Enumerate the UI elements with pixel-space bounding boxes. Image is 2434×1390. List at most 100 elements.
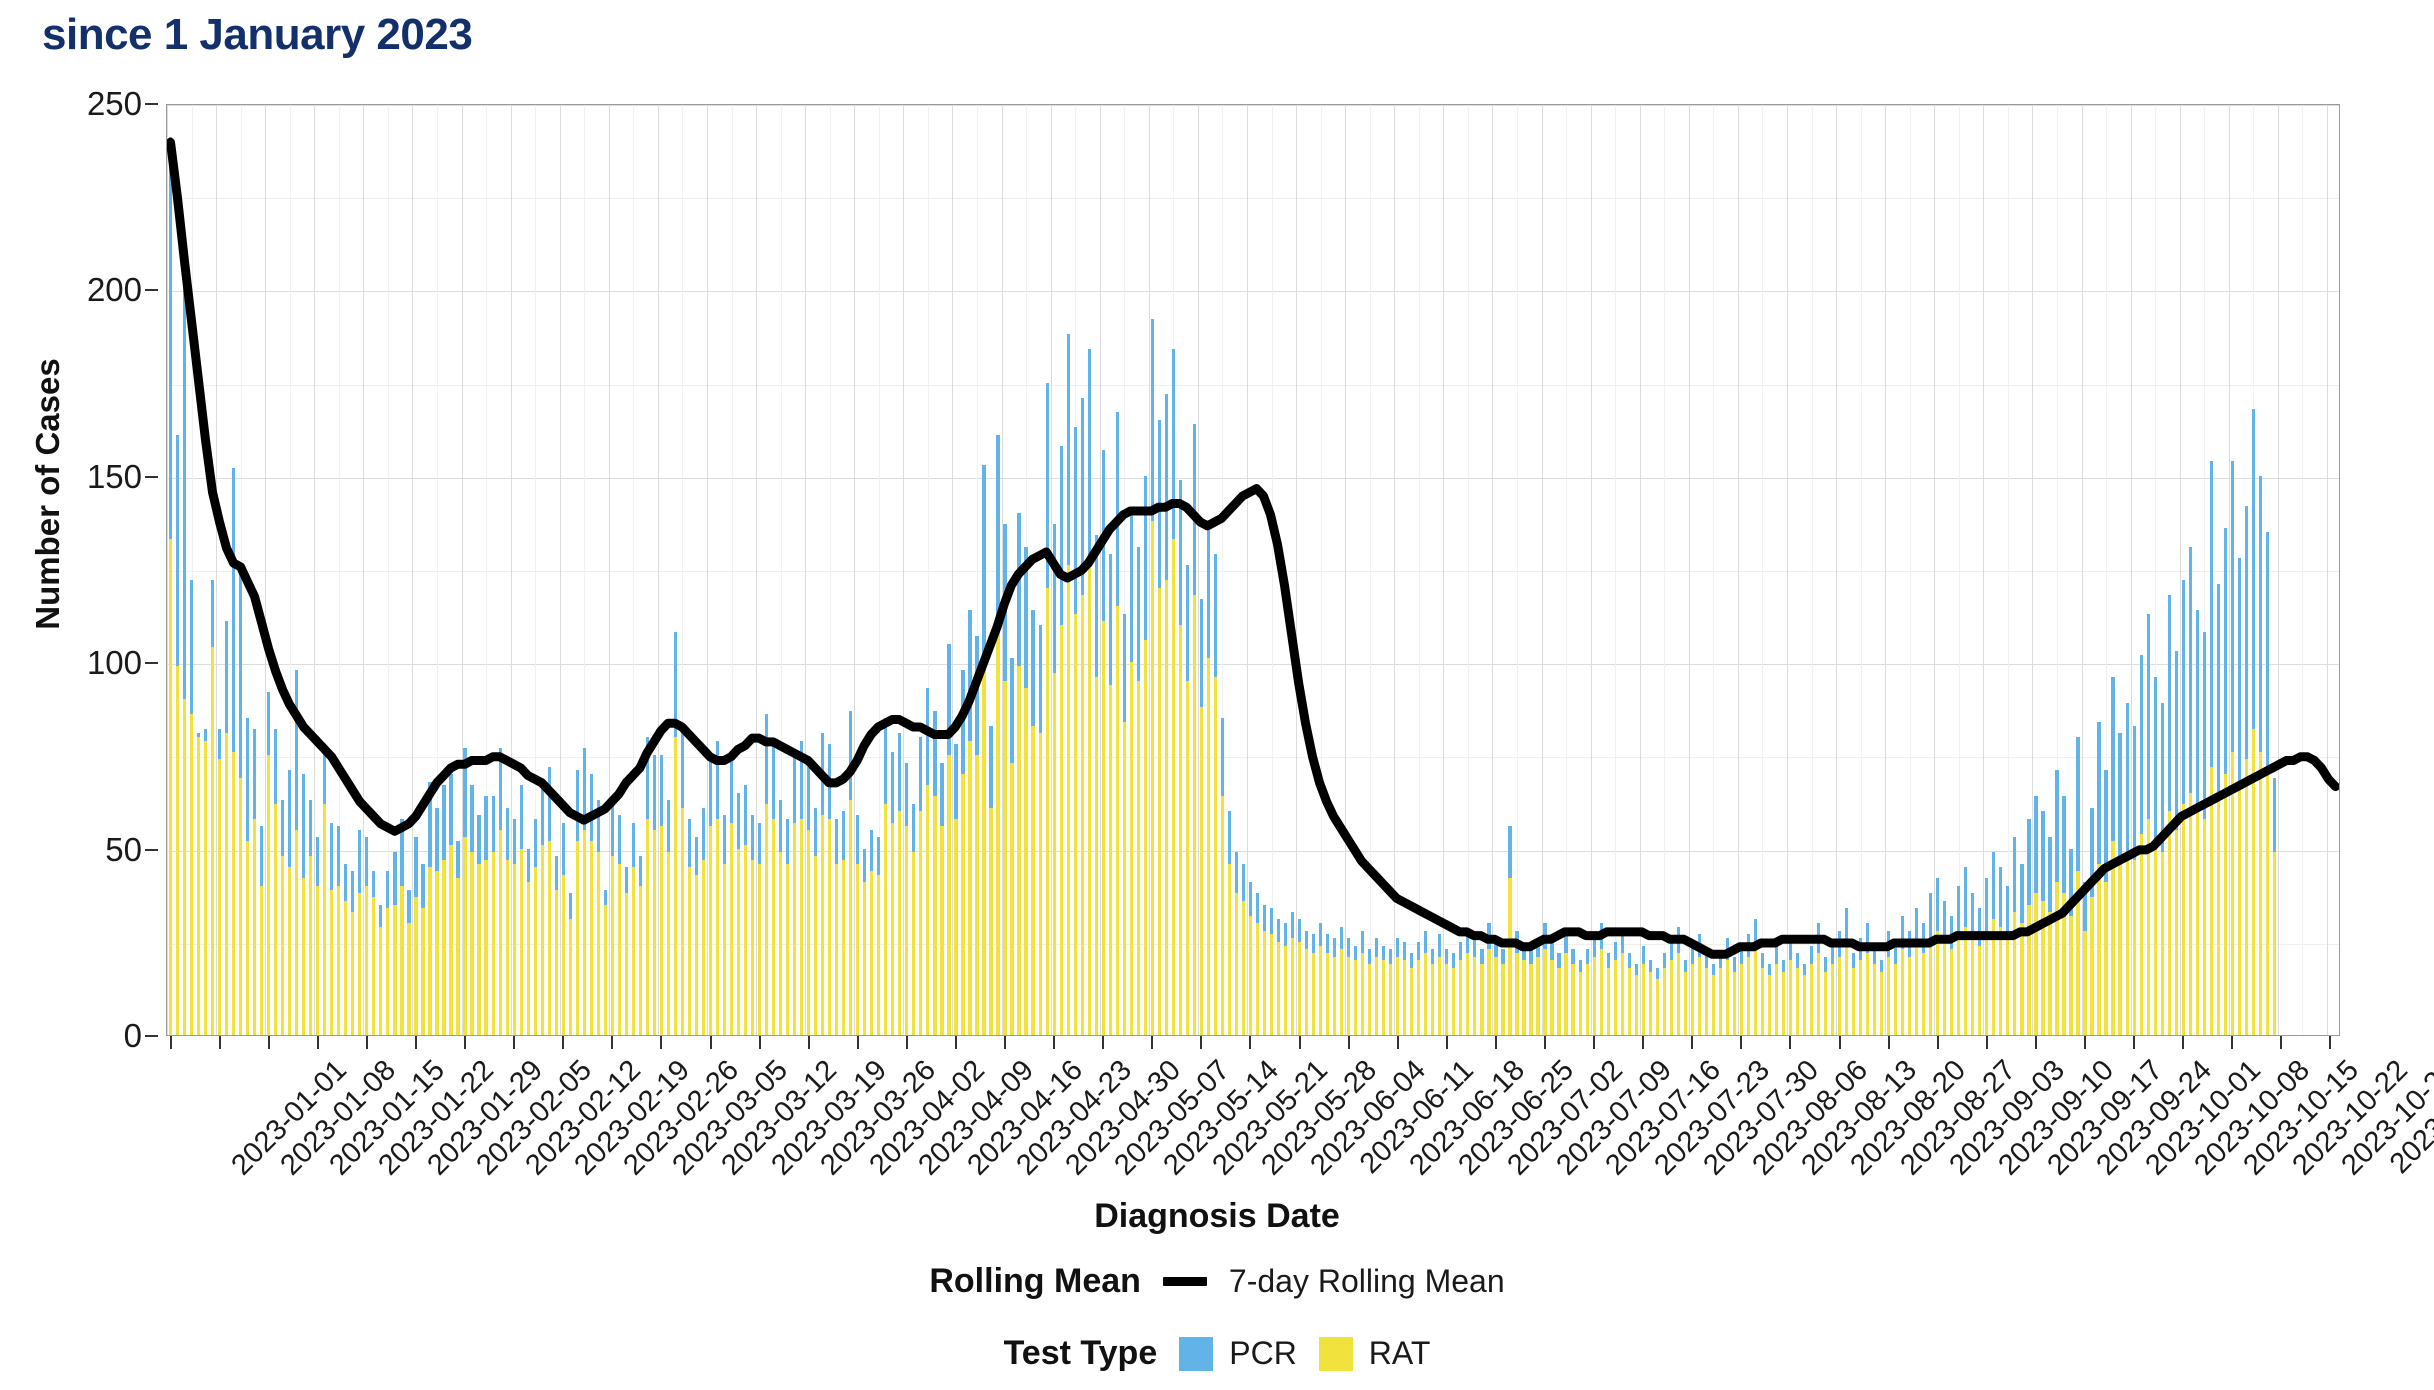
bar-segment-rat: [1704, 967, 1708, 1035]
bar-column: [1739, 945, 1743, 1035]
bar-column: [1725, 938, 1729, 1035]
bar-segment-pcr: [708, 759, 713, 827]
bar-column: [274, 729, 278, 1035]
bar-segment-rat: [1389, 964, 1393, 1035]
bar-segment-pcr: [225, 621, 229, 734]
bar-segment-pcr: [316, 837, 320, 886]
bar-segment-pcr: [926, 688, 930, 786]
bar-column: [1515, 930, 1519, 1035]
bar-segment-rat: [1192, 595, 1196, 1035]
bar-segment-pcr: [2167, 595, 2171, 812]
bar-column: [624, 867, 628, 1035]
y-axis-ticks: 0 50 100 150 200 250: [0, 0, 166, 1390]
bar-segment-pcr: [982, 464, 986, 659]
x-tick-mark: [365, 1036, 368, 1049]
bar-column: [1417, 941, 1421, 1035]
bar-segment-rat: [232, 751, 236, 1035]
bar-segment-pcr: [968, 610, 972, 741]
bar-column: [1662, 953, 1666, 1035]
bar-segment-rat: [1010, 762, 1014, 1035]
bar-column: [856, 815, 860, 1035]
bar-segment-rat: [1480, 964, 1484, 1035]
bar-segment-pcr: [2125, 703, 2129, 853]
bar-column: [533, 818, 537, 1035]
bar-column: [435, 807, 439, 1035]
x-tick-mark: [1200, 1036, 1203, 1049]
bar-segment-pcr: [1213, 554, 1218, 678]
legend-item-rat[interactable]: RAT: [1318, 1335, 1430, 1372]
bar-segment-pcr: [1739, 945, 1743, 965]
bar-segment-rat: [1788, 960, 1793, 1035]
bar-segment-rat: [624, 893, 628, 1035]
stacked-bars: [167, 105, 2339, 1035]
bar-column: [722, 815, 727, 1035]
bar-column: [1844, 908, 1849, 1035]
bar-segment-rat: [765, 803, 769, 1035]
bar-segment-rat: [323, 803, 327, 1035]
bar-column: [386, 870, 390, 1035]
bar-segment-pcr: [1220, 718, 1225, 797]
bar-segment-rat: [2097, 863, 2101, 1035]
bar-segment-pcr: [1774, 945, 1779, 965]
bar-segment-pcr: [1704, 953, 1708, 968]
bar-segment-rat: [1347, 956, 1351, 1035]
bar-segment-rat: [1213, 677, 1218, 1035]
bar-segment-pcr: [561, 822, 565, 875]
bar-segment-rat: [1094, 677, 1098, 1035]
bar-column: [351, 870, 355, 1035]
bar-column: [1241, 863, 1246, 1035]
bar-segment-rat: [2104, 882, 2108, 1035]
bar-segment-pcr: [1192, 423, 1196, 596]
bar-column: [786, 818, 790, 1035]
bar-segment-rat: [1459, 960, 1463, 1035]
bar-segment-rat: [1585, 964, 1589, 1035]
bar-segment-pcr: [2048, 837, 2052, 912]
bar-segment-pcr: [1908, 930, 1912, 957]
bar-segment-pcr: [526, 848, 530, 883]
bar-segment-rat: [1592, 956, 1596, 1035]
bar-segment-rat: [288, 867, 292, 1035]
bar-column: [1704, 953, 1708, 1035]
bar-segment-pcr: [365, 837, 369, 886]
bar-segment-pcr: [673, 632, 678, 737]
bar-segment-rat: [1992, 919, 1996, 1035]
bar-segment-pcr: [1992, 852, 1996, 920]
bar-segment-pcr: [449, 774, 453, 845]
bar-segment-pcr: [1199, 598, 1203, 707]
y-tick-label-0: 0: [123, 1017, 142, 1054]
bar-segment-rat: [1837, 956, 1842, 1035]
bar-segment-rat: [849, 800, 853, 1035]
bar-segment-pcr: [856, 815, 860, 864]
bar-segment-rat: [344, 900, 348, 1035]
bar-column: [631, 822, 635, 1035]
bar-column: [926, 688, 930, 1035]
bar-segment-rat: [1697, 956, 1701, 1035]
x-tick-mark: [758, 1036, 761, 1049]
bar-segment-rat: [1515, 952, 1519, 1035]
pcr-color-swatch-icon: [1179, 1336, 1214, 1371]
bar-column: [835, 818, 839, 1035]
bar-segment-pcr: [2111, 677, 2115, 842]
bar-segment-pcr: [1683, 960, 1687, 972]
bar-segment-pcr: [1571, 949, 1575, 965]
y-tick-mark-50: [145, 848, 158, 851]
legend-item-pcr[interactable]: PCR: [1179, 1335, 1297, 1372]
bar-segment-rat: [1767, 975, 1772, 1035]
bar-segment-rat: [414, 897, 418, 1035]
bar-column: [1564, 930, 1568, 1035]
bar-column: [1017, 513, 1021, 1035]
bar-segment-pcr: [1340, 926, 1344, 950]
bar-segment-rat: [1045, 587, 1049, 1035]
bar-segment-rat: [463, 837, 467, 1035]
rolling-mean-line-icon: [1162, 1277, 1207, 1286]
bar-column: [1550, 941, 1554, 1035]
bar-segment-rat: [1894, 964, 1898, 1035]
bar-segment-rat: [2034, 893, 2038, 1035]
bar-column: [1795, 953, 1800, 1035]
bar-segment-rat: [1115, 606, 1119, 1035]
bar-segment-rat: [1262, 930, 1267, 1035]
x-tick-mark: [905, 1036, 908, 1049]
bar-segment-pcr: [2041, 811, 2045, 901]
bar-column: [673, 632, 678, 1035]
bar-segment-pcr: [1136, 546, 1140, 681]
